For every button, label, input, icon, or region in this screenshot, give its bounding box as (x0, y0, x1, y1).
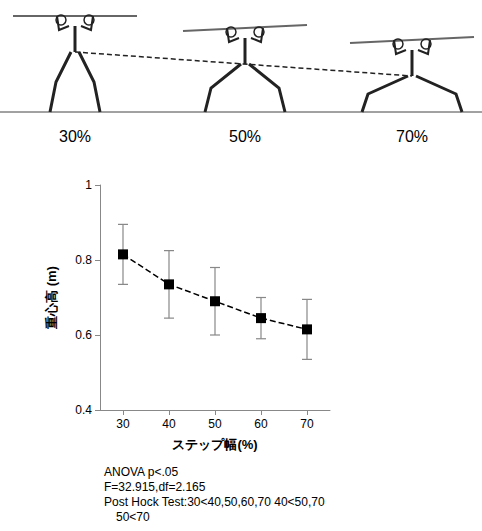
svg-text:50%: 50% (229, 128, 261, 145)
svg-text:60: 60 (254, 417, 268, 431)
svg-text:1: 1 (85, 178, 92, 192)
svg-text:70%: 70% (396, 128, 428, 145)
svg-text:ステップ幅(%): ステップ幅(%) (172, 437, 257, 452)
svg-text:0.6: 0.6 (75, 328, 92, 342)
svg-text:30%: 30% (59, 128, 91, 145)
svg-text:0.4: 0.4 (75, 403, 92, 417)
svg-text:70: 70 (300, 417, 314, 431)
svg-text:40: 40 (162, 417, 176, 431)
svg-text:50<70: 50<70 (116, 510, 150, 524)
svg-text:重心高 (m): 重心高 (m) (44, 266, 59, 330)
svg-text:ANOVA p<.05: ANOVA p<.05 (104, 465, 178, 479)
svg-text:Post Hock Test:30<40,50,60,70: Post Hock Test:30<40,50,60,70 40<50,70 (104, 495, 325, 509)
svg-text:F=32.915,df=2.165: F=32.915,df=2.165 (104, 480, 206, 494)
svg-text:0.8: 0.8 (75, 253, 92, 267)
svg-text:30: 30 (116, 417, 130, 431)
svg-text:50: 50 (208, 417, 222, 431)
